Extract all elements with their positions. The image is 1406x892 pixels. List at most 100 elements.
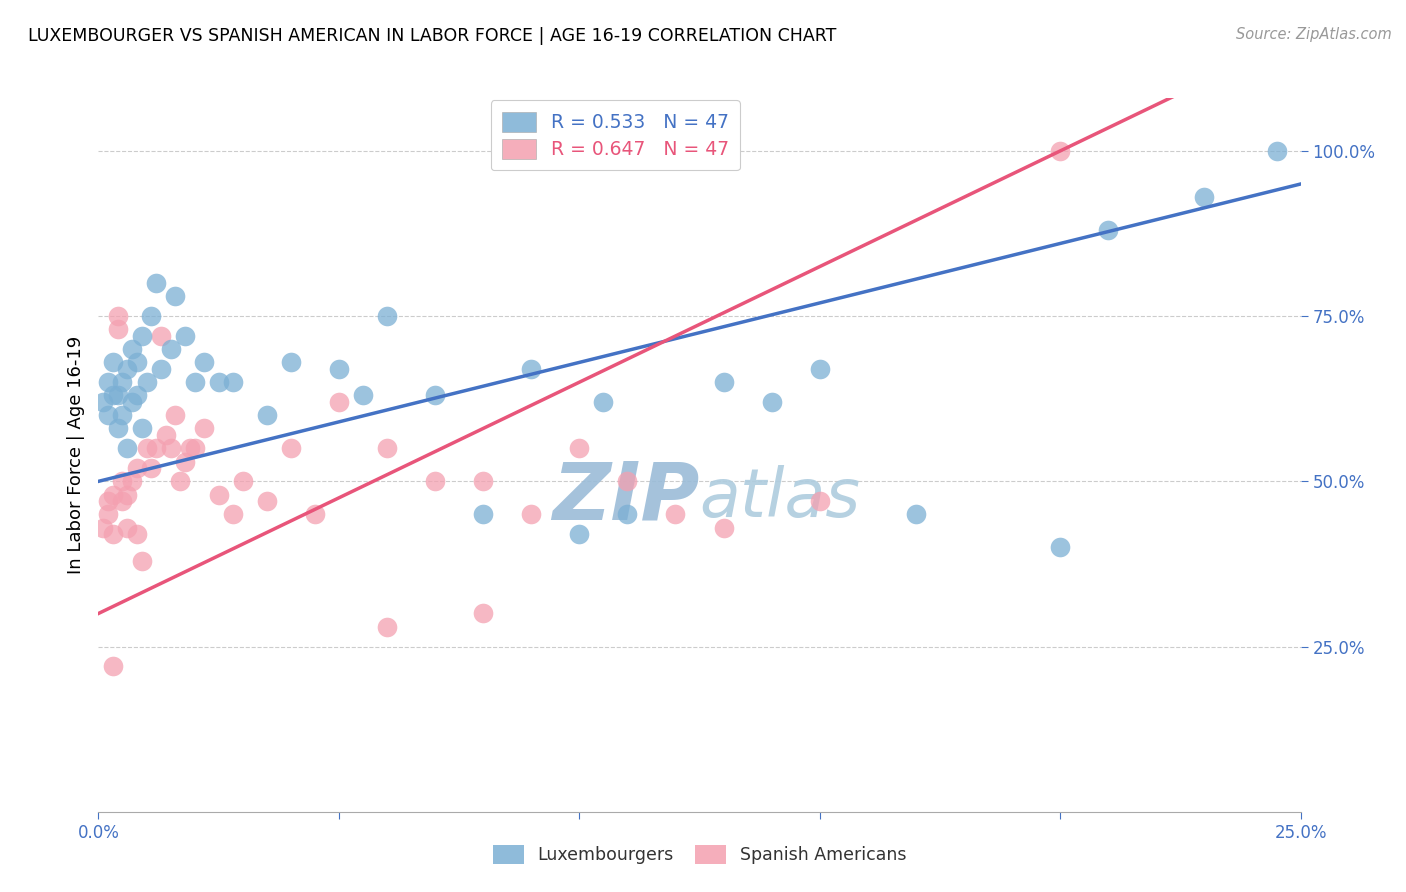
Point	[280, 355, 302, 369]
Point	[423, 475, 446, 489]
Point	[808, 494, 831, 508]
Text: Source: ZipAtlas.com: Source: ZipAtlas.com	[1236, 27, 1392, 42]
Point	[101, 659, 124, 673]
Point	[111, 475, 134, 489]
Point	[808, 362, 831, 376]
Point	[97, 508, 120, 522]
Point	[121, 395, 143, 409]
Point	[107, 421, 129, 435]
Point	[222, 508, 245, 522]
Point	[183, 442, 205, 456]
Legend: Luxembourgers, Spanish Americans: Luxembourgers, Spanish Americans	[485, 838, 914, 871]
Point	[375, 309, 398, 323]
Y-axis label: In Labor Force | Age 16-19: In Labor Force | Age 16-19	[66, 335, 84, 574]
Point	[222, 376, 245, 390]
Point	[159, 342, 181, 356]
Point	[125, 527, 148, 541]
Point	[664, 508, 686, 522]
Text: LUXEMBOURGER VS SPANISH AMERICAN IN LABOR FORCE | AGE 16-19 CORRELATION CHART: LUXEMBOURGER VS SPANISH AMERICAN IN LABO…	[28, 27, 837, 45]
Point	[91, 395, 114, 409]
Point	[1265, 144, 1288, 158]
Point	[183, 376, 205, 390]
Point	[101, 487, 124, 501]
Point	[149, 362, 172, 376]
Point	[145, 442, 167, 456]
Point	[165, 289, 187, 303]
Point	[616, 508, 638, 522]
Point	[592, 395, 614, 409]
Point	[713, 520, 735, 534]
Point	[131, 329, 153, 343]
Point	[149, 329, 172, 343]
Point	[256, 409, 278, 423]
Point	[375, 442, 398, 456]
Point	[101, 527, 124, 541]
Point	[117, 442, 139, 456]
Point	[1194, 190, 1216, 204]
Point	[304, 508, 326, 522]
Point	[141, 461, 163, 475]
Point	[904, 508, 927, 522]
Point	[174, 454, 197, 468]
Point	[1049, 144, 1071, 158]
Point	[179, 442, 201, 456]
Point	[117, 487, 139, 501]
Point	[1097, 223, 1119, 237]
Point	[111, 376, 134, 390]
Point	[256, 494, 278, 508]
Point	[145, 276, 167, 290]
Point	[208, 376, 231, 390]
Point	[107, 388, 129, 402]
Point	[169, 475, 191, 489]
Point	[125, 388, 148, 402]
Point	[155, 428, 177, 442]
Point	[423, 388, 446, 402]
Point	[101, 355, 124, 369]
Point	[328, 395, 350, 409]
Point	[121, 475, 143, 489]
Point	[208, 487, 231, 501]
Point	[165, 409, 187, 423]
Point	[101, 388, 124, 402]
Point	[328, 362, 350, 376]
Point	[97, 494, 120, 508]
Text: ZIP: ZIP	[553, 458, 700, 537]
Point	[159, 442, 181, 456]
Point	[121, 342, 143, 356]
Point	[568, 442, 591, 456]
Point	[520, 508, 543, 522]
Point	[125, 355, 148, 369]
Point	[97, 376, 120, 390]
Point	[193, 355, 215, 369]
Point	[111, 409, 134, 423]
Point	[616, 475, 638, 489]
Point	[141, 309, 163, 323]
Point	[1049, 541, 1071, 555]
Point	[520, 362, 543, 376]
Point	[761, 395, 783, 409]
Text: atlas: atlas	[700, 465, 860, 531]
Point	[117, 362, 139, 376]
Point	[713, 376, 735, 390]
Point	[472, 475, 495, 489]
Point	[107, 322, 129, 336]
Point	[131, 554, 153, 568]
Point	[375, 620, 398, 634]
Point	[125, 461, 148, 475]
Point	[135, 376, 157, 390]
Point	[97, 409, 120, 423]
Point	[232, 475, 254, 489]
Point	[91, 520, 114, 534]
Point	[352, 388, 374, 402]
Point	[111, 494, 134, 508]
Point	[280, 442, 302, 456]
Point	[117, 520, 139, 534]
Point	[135, 442, 157, 456]
Point	[568, 527, 591, 541]
Point	[193, 421, 215, 435]
Point	[472, 508, 495, 522]
Point	[107, 309, 129, 323]
Point	[174, 329, 197, 343]
Point	[131, 421, 153, 435]
Point	[472, 607, 495, 621]
